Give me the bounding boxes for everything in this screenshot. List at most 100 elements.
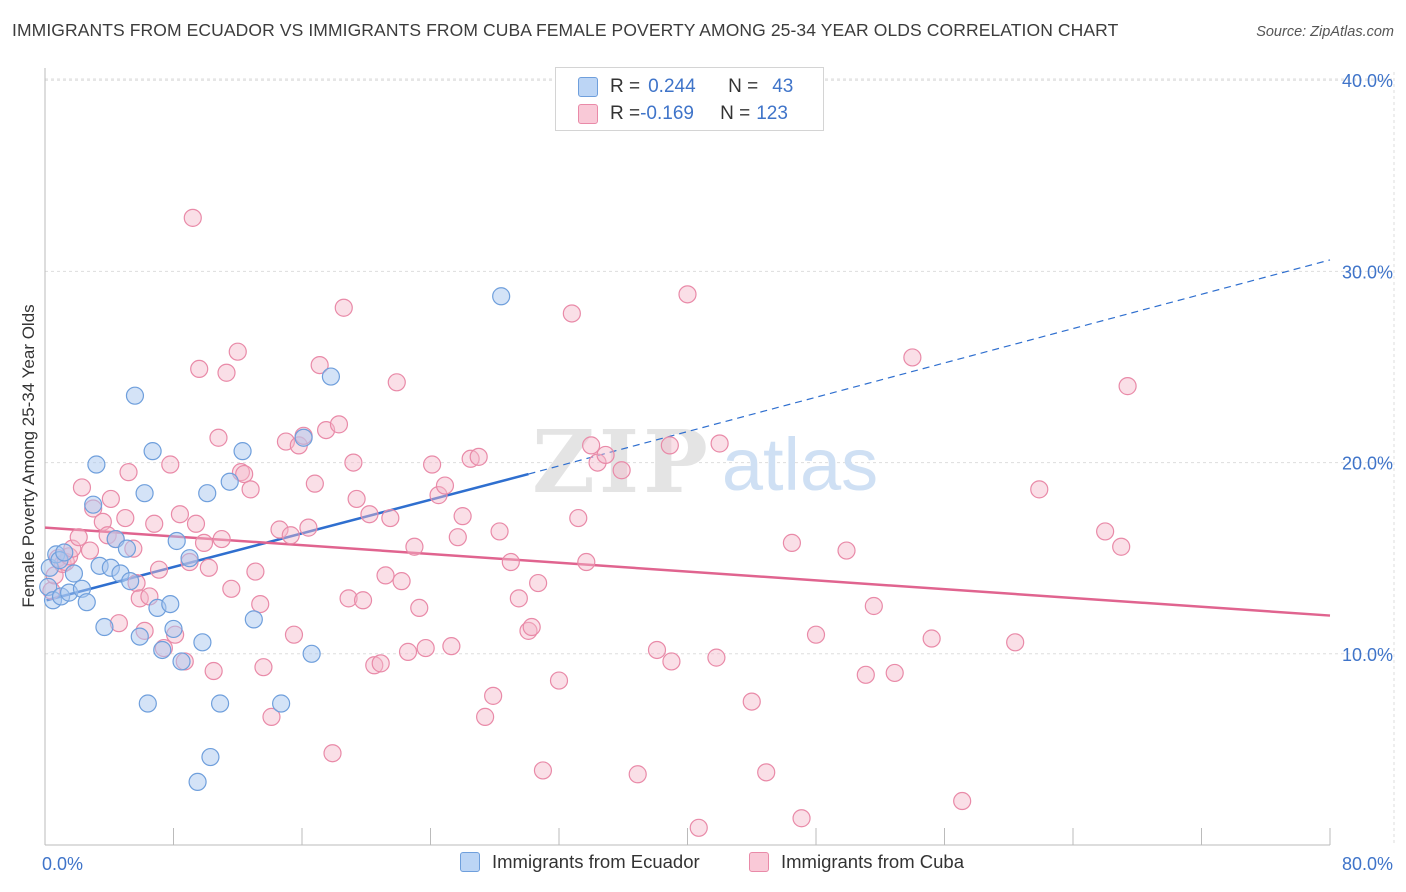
cuba-point bbox=[453, 507, 472, 526]
ecuador-point bbox=[164, 619, 183, 639]
legend-r-value: 0.244 bbox=[648, 76, 696, 97]
cuba-point bbox=[80, 541, 100, 560]
ecuador-point bbox=[153, 640, 172, 660]
legend-row-ecuador: R = 0.244 N = 43 bbox=[578, 75, 793, 99]
cuba-point bbox=[1096, 522, 1115, 541]
ecuador-point bbox=[220, 472, 239, 491]
ecuador-point bbox=[77, 593, 96, 612]
watermark: ZIP atlas bbox=[532, 412, 878, 513]
cuba-point bbox=[562, 304, 581, 323]
cuba-trend-line bbox=[44, 526, 1331, 617]
cuba-point bbox=[435, 476, 455, 495]
bottom-legend-cuba-label: Immigrants from Cuba bbox=[781, 851, 964, 872]
x-tick-label: 0.0% bbox=[42, 854, 83, 874]
cuba-point bbox=[922, 629, 941, 648]
cuba-point bbox=[305, 474, 324, 493]
ecuador-point bbox=[84, 495, 103, 514]
ecuador-point bbox=[180, 549, 199, 568]
cuba-point bbox=[678, 285, 697, 304]
ecuador-point bbox=[161, 594, 180, 614]
ecuador-points bbox=[39, 287, 511, 792]
ecuador-point bbox=[201, 747, 220, 767]
ecuador-point bbox=[294, 428, 313, 447]
ecuador-point bbox=[117, 539, 137, 558]
y-tick-label: 10.0% bbox=[1342, 645, 1393, 665]
cuba-point bbox=[329, 415, 349, 434]
cuba-point bbox=[246, 562, 265, 581]
cuba-point bbox=[217, 363, 236, 382]
cuba-point bbox=[953, 791, 972, 811]
ecuador-point bbox=[193, 633, 212, 652]
ecuador-point bbox=[272, 694, 291, 713]
cuba-point bbox=[241, 480, 260, 499]
cuba-point bbox=[119, 463, 138, 482]
ecuador-point bbox=[87, 455, 106, 474]
cuba-point bbox=[864, 596, 883, 616]
cuba-point bbox=[533, 761, 553, 780]
cuba-point bbox=[582, 436, 601, 455]
correlation-legend: R = 0.244 N = 43 R = -0.169 N = 123 bbox=[555, 67, 824, 131]
ecuador-point bbox=[64, 564, 84, 583]
cuba-point bbox=[448, 528, 467, 547]
bottom-legend-ecuador: Immigrants from Ecuador bbox=[460, 851, 700, 873]
legend-r-label: R = bbox=[610, 103, 641, 124]
ecuador-point bbox=[125, 386, 145, 405]
cuba-point bbox=[792, 809, 811, 828]
cuba-point bbox=[596, 445, 615, 465]
cuba-point bbox=[194, 533, 214, 553]
cuba-point bbox=[93, 512, 112, 531]
cuba-point bbox=[662, 652, 681, 671]
cuba-point bbox=[145, 514, 164, 533]
cuba-point bbox=[647, 640, 667, 660]
cuba-point bbox=[199, 558, 218, 577]
cuba-point bbox=[569, 508, 588, 528]
cuba-point bbox=[254, 658, 273, 677]
ecuador-point bbox=[95, 617, 114, 637]
cuba-point bbox=[689, 818, 708, 837]
legend-r-value: -0.169 bbox=[640, 103, 694, 124]
ecuador-point bbox=[492, 287, 511, 306]
cuba-point bbox=[501, 552, 520, 572]
cuba-point bbox=[405, 537, 424, 556]
bottom-legend-ecuador-label: Immigrants from Ecuador bbox=[492, 851, 700, 872]
cuba-point bbox=[1030, 480, 1049, 499]
cuba-point bbox=[235, 464, 254, 484]
bottom-legend-cuba: Immigrants from Cuba bbox=[749, 851, 964, 873]
cuba-point bbox=[490, 522, 509, 541]
cuba-point bbox=[101, 489, 120, 509]
watermark-atlas: atlas bbox=[722, 423, 878, 506]
cuba-point bbox=[856, 665, 875, 684]
ecuador-point bbox=[167, 531, 186, 551]
cuba-point bbox=[1112, 537, 1131, 556]
ecuador-point bbox=[55, 543, 74, 562]
chart-title: IMMIGRANTS FROM ECUADOR VS IMMIGRANTS FR… bbox=[12, 20, 1119, 40]
cuba-point bbox=[228, 342, 247, 361]
cuba-point bbox=[387, 373, 406, 392]
ecuador-point bbox=[198, 484, 217, 503]
ecuador-point bbox=[302, 644, 321, 663]
x-tick-label: 80.0% bbox=[1342, 854, 1393, 874]
cuba-point bbox=[660, 436, 679, 455]
y-tick-label: 20.0% bbox=[1342, 454, 1393, 474]
cuba-point bbox=[376, 566, 395, 585]
ecuador-point bbox=[233, 442, 252, 461]
cuba-point bbox=[204, 661, 223, 681]
cuba-point bbox=[782, 533, 802, 553]
cuba-point bbox=[529, 573, 548, 593]
cuba-point bbox=[549, 671, 569, 690]
cuba-point bbox=[334, 298, 353, 317]
legend-n-label: N = bbox=[720, 103, 751, 124]
ecuador-point bbox=[244, 610, 263, 629]
cuba-point bbox=[262, 707, 281, 726]
ecuador-point bbox=[121, 572, 140, 591]
cuba-point bbox=[284, 625, 304, 644]
cuba-point bbox=[381, 508, 400, 528]
cuba-point bbox=[410, 598, 429, 618]
cuba-point bbox=[281, 526, 300, 545]
cuba-point bbox=[469, 447, 488, 466]
cuba-point bbox=[212, 529, 231, 549]
cuba-point bbox=[371, 654, 390, 673]
y-tick-label: 40.0% bbox=[1342, 71, 1393, 91]
cuba-point bbox=[1118, 377, 1137, 396]
